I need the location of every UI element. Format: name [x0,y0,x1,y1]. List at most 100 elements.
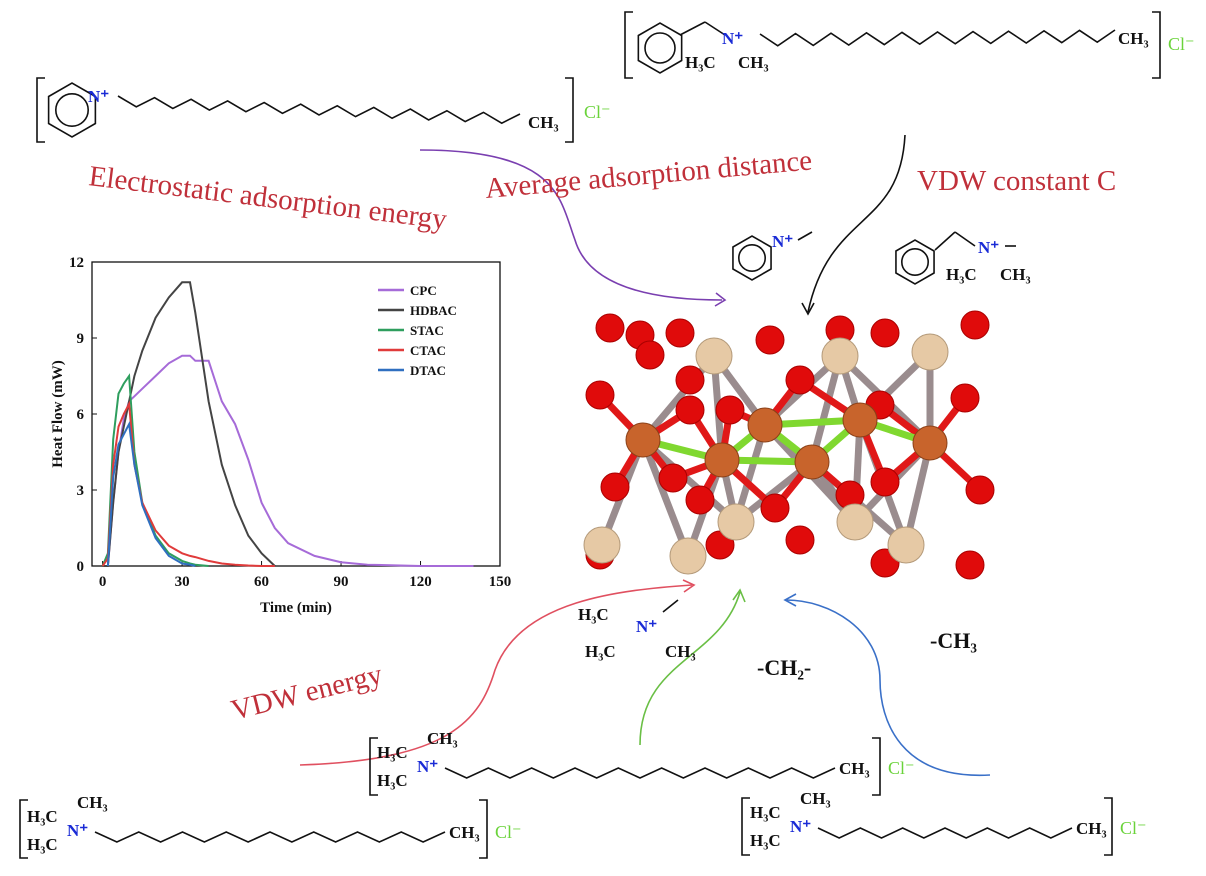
ring-inner [54,93,90,128]
formula-text: CH₃ [77,793,108,812]
formula-text: N⁺ [722,29,743,48]
formula-text: Cl⁻ [888,758,915,778]
formula-text: CH₃ [738,53,769,72]
bracket [1104,797,1113,856]
silicon-atom [669,537,707,575]
oxygen-atom [665,318,695,348]
legend-label: HDBAC [410,303,457,318]
bond [934,231,956,251]
alkyl-chain [817,827,1073,839]
formula-text: H₃C [27,807,58,826]
formula-text: CH₃ [665,642,696,661]
oxygen-atom [685,485,715,515]
y-tick-label: 6 [77,407,85,423]
formula-text: CH₃ [800,789,831,808]
y-tick-label: 3 [77,483,85,499]
alkyl-chain [94,831,446,843]
aromatic-ring [637,22,683,74]
oxygen-atom [870,467,900,497]
formula-text: H₃C [750,803,781,822]
alkyl-chain [759,29,1116,47]
iron-atom [625,422,661,458]
data-line [106,420,196,567]
silicon-atom [836,503,874,541]
bond [704,21,726,36]
oxygen-atom [870,318,900,348]
label: Electrostatic adsorption energy [87,160,449,236]
formula-text: Cl⁻ [495,822,522,842]
oxygen-atom [755,325,785,355]
formula-text: N⁺ [67,821,88,840]
silicon-atom [821,337,859,375]
iron-atom [747,407,783,443]
formula-text: H₃C [750,831,781,850]
bond [639,438,692,558]
x-tick-label: 60 [254,574,269,590]
formula-text: H₃C [377,771,408,790]
x-tick-label: 30 [175,574,190,590]
bond [662,599,679,613]
y-tick-label: 12 [69,255,84,271]
legend-label: CPC [410,283,437,298]
oxygen-atom [585,380,615,410]
x-tick-label: 90 [334,574,349,590]
label: Average adsorption distance [484,145,814,205]
label: -CH₂- [757,655,811,680]
formula-text: N⁺ [88,87,109,106]
silicon-atom [695,337,733,375]
formula-text: H₃C [946,265,977,284]
crystal-structure [583,310,995,580]
formula-text: N⁺ [636,617,657,636]
heat-flow-chart: 0 30 60 90 120 150 0 3 6 9 12 Time (min) Heat Flow (… [50,255,511,616]
legend-label: STAC [410,323,444,338]
formula-text: N⁺ [978,238,999,257]
bracket [1152,11,1161,79]
silicon-atom [583,526,621,564]
bracket [872,737,881,796]
formula-text: H₃C [377,743,408,762]
oxygen-atom [635,340,665,370]
oxygen-atom [600,472,630,502]
iron-atom [704,442,740,478]
aromatic-ring [895,239,935,285]
oxygen-atom [965,475,995,505]
formula-text: N⁺ [790,817,811,836]
formula-text: Cl⁻ [1120,818,1147,838]
formula-text: CH₃ [427,729,458,748]
ring-inner [737,244,766,273]
bracket [479,799,488,859]
formula-text: CH₃ [449,823,480,842]
bond [640,437,739,525]
formula-text: CH₃ [528,113,559,132]
bond [954,231,976,247]
bracket [624,11,633,79]
bracket [741,797,750,856]
formula-text: H₃C [578,605,609,624]
formula-text: N⁺ [772,232,793,251]
data-line [102,354,474,567]
iron-atom [912,425,948,461]
y-axis-label: Heat Flow (mW) [50,360,66,467]
iron-atom [794,444,830,480]
label: VDW constant C [917,165,1116,197]
data-line [102,281,276,567]
ring-inner [900,248,929,277]
bracket [369,737,378,796]
legend-label: DTAC [410,363,446,378]
formula-text: CH₃ [1118,29,1149,48]
oxygen-atom [960,310,990,340]
silicon-atom [717,503,755,541]
bracket [565,77,574,143]
bond [797,231,813,241]
silicon-atom [887,526,925,564]
iron-atom [842,402,878,438]
oxygen-atom [955,550,985,580]
bracket [19,799,28,859]
formula-text: N⁺ [417,757,438,776]
oxygen-atom [760,493,790,523]
legend-label: CTAC [410,343,446,358]
data-line [101,373,209,567]
alkyl-chain [117,95,521,125]
